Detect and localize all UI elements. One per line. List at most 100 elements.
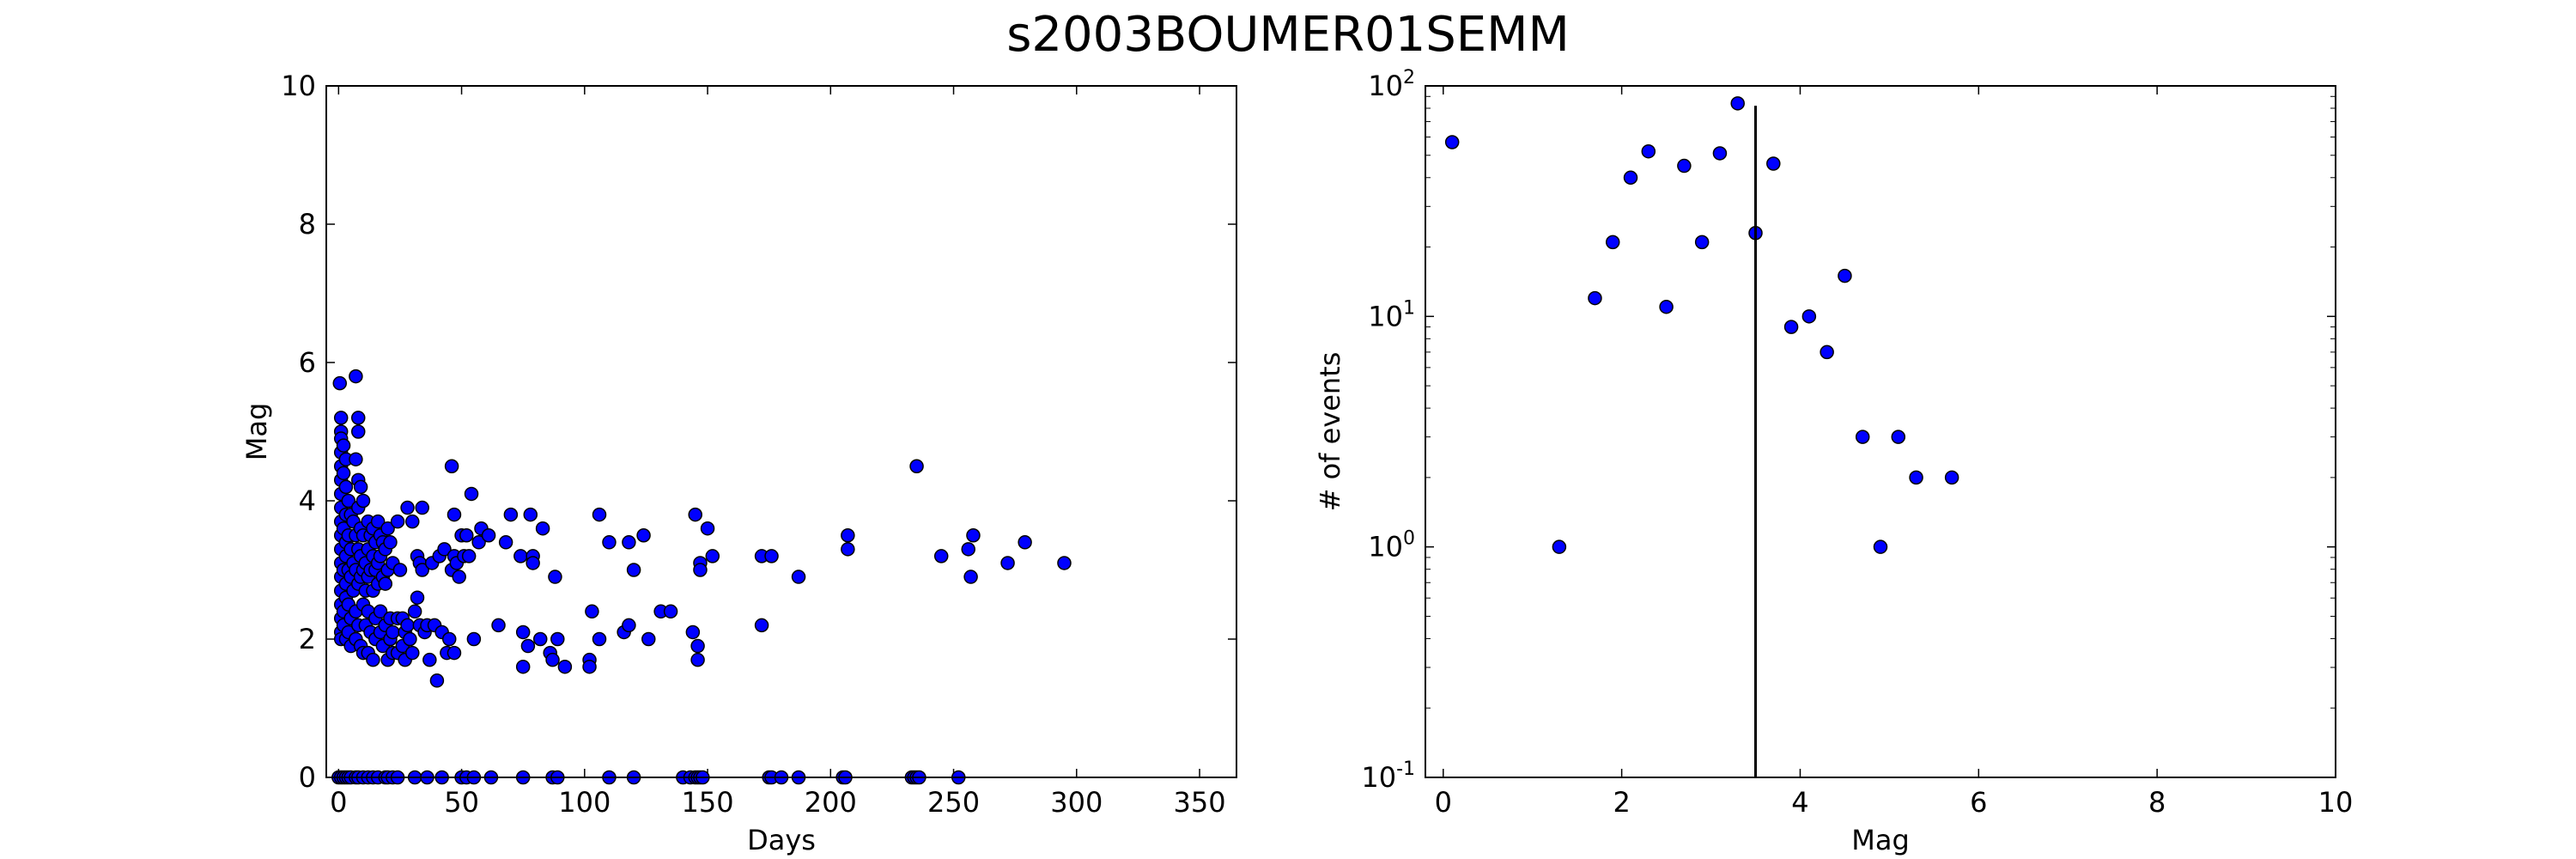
- data-point: [909, 459, 924, 473]
- data-point: [447, 507, 462, 522]
- data-point: [532, 631, 548, 647]
- data-point: [350, 411, 366, 425]
- data-point: [459, 528, 474, 543]
- data-point: [933, 549, 949, 564]
- data-point: [963, 570, 978, 584]
- data-point: [333, 411, 349, 425]
- data-point: [341, 493, 356, 509]
- data-point: [1694, 235, 1710, 250]
- data-point: [373, 604, 388, 619]
- data-point: [350, 424, 366, 439]
- data-point: [1801, 309, 1817, 324]
- x-tick-label: 50: [444, 786, 479, 819]
- data-point: [1944, 470, 1959, 485]
- data-point: [437, 542, 452, 557]
- x-tick-label: 250: [927, 786, 980, 819]
- data-point: [466, 631, 482, 647]
- data-point: [515, 659, 531, 674]
- scatter-days-vs-mag: 0 50 100 150 200 250 300 350 0 2 4 6 8 10 Days Mag: [240, 70, 1237, 856]
- data-point: [415, 563, 429, 577]
- data-point: [1873, 539, 1888, 554]
- x-axis-label: Mag: [1851, 824, 1910, 856]
- data-point: [1018, 535, 1032, 550]
- x-axis-label: Days: [747, 824, 816, 856]
- y-tick-label: 101: [1368, 297, 1415, 332]
- data-point: [370, 514, 386, 529]
- data-point: [338, 479, 354, 495]
- data-point: [636, 528, 651, 543]
- data-point: [1712, 146, 1728, 161]
- y-axis-label: Mag: [240, 403, 273, 461]
- data-point: [557, 659, 573, 674]
- data-point: [1730, 96, 1745, 111]
- data-point: [405, 645, 420, 661]
- data-point: [690, 652, 705, 667]
- data-point: [471, 535, 486, 550]
- data-point: [961, 542, 975, 557]
- data-point: [336, 438, 351, 453]
- data-point: [390, 514, 405, 529]
- data-point: [461, 549, 477, 564]
- data-point: [548, 570, 562, 584]
- data-point: [1605, 235, 1620, 250]
- data-point: [349, 369, 363, 384]
- data-point: [1057, 556, 1072, 570]
- data-point: [693, 563, 708, 577]
- data-point: [622, 618, 636, 633]
- data-point: [380, 521, 395, 536]
- axes-frame: [325, 85, 1237, 778]
- data-point: [392, 563, 408, 577]
- y-tick-label: 100: [1368, 528, 1415, 564]
- y-tick-label: 2: [299, 623, 316, 655]
- data-point: [422, 652, 437, 667]
- data-point: [688, 507, 702, 522]
- data-point: [355, 493, 371, 509]
- data-point: [410, 590, 425, 605]
- data-point: [1838, 268, 1852, 283]
- data-point: [545, 652, 560, 667]
- data-point: [1677, 158, 1692, 174]
- x-tick-label: 4: [1791, 786, 1808, 819]
- x-tick-label: 100: [558, 786, 611, 819]
- data-point: [841, 528, 855, 543]
- x-tick-label: 8: [2148, 786, 2166, 819]
- data-point: [378, 576, 393, 591]
- data-point: [526, 556, 540, 570]
- data-point: [690, 638, 705, 654]
- data-point: [700, 521, 715, 536]
- data-point: [582, 659, 597, 674]
- data-point: [592, 631, 607, 647]
- data-point: [520, 638, 536, 654]
- data-point: [503, 507, 519, 522]
- data-point: [481, 528, 496, 543]
- x-tick-label: 10: [2318, 786, 2354, 819]
- data-point: [336, 466, 351, 481]
- y-tick-label: 4: [299, 484, 316, 517]
- data-point: [498, 535, 513, 550]
- data-point: [400, 500, 415, 515]
- data-point: [447, 645, 462, 661]
- x-tick-label: 2: [1613, 786, 1630, 819]
- data-point: [386, 624, 400, 640]
- data-point: [415, 500, 429, 515]
- data-point: [407, 604, 422, 619]
- data-point: [383, 535, 398, 550]
- data-point: [1552, 539, 1567, 554]
- data-point: [429, 673, 445, 688]
- data-point: [622, 535, 636, 550]
- y-tick-label: 10-1: [1361, 758, 1415, 794]
- data-point: [626, 563, 641, 577]
- data-point: [1659, 299, 1674, 314]
- data-point: [791, 570, 806, 584]
- data-point: [523, 507, 538, 522]
- y-axis-label: # of events: [1314, 352, 1346, 512]
- data-point: [444, 459, 459, 473]
- data-point: [1444, 135, 1460, 149]
- data-point: [515, 624, 531, 640]
- data-point: [353, 479, 368, 495]
- data-point: [1855, 430, 1870, 444]
- data-point: [966, 528, 981, 543]
- data-point: [841, 542, 855, 557]
